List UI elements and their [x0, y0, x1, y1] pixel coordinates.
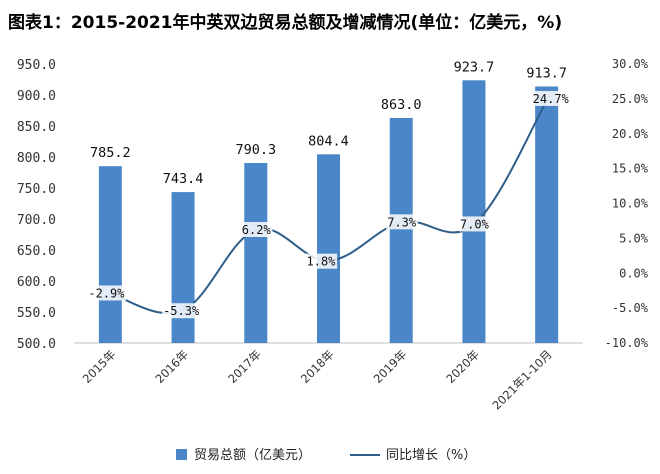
y-left-tick-label: 800.0: [17, 151, 56, 166]
growth-value-label: 24.7%: [533, 92, 570, 106]
bar-value-label: 790.3: [235, 142, 276, 158]
y-right-tick-label: 15.0%: [612, 162, 649, 176]
growth-value-label: 7.3%: [387, 215, 417, 229]
growth-value-label: -2.9%: [88, 286, 125, 300]
y-left-tick-label: 850.0: [17, 120, 56, 135]
trade-bar: [317, 154, 340, 343]
growth-value-label: 6.2%: [242, 223, 272, 237]
trade-bar: [98, 166, 122, 343]
legend: 贸易总额（亿美元） 同比增长（%）: [176, 448, 476, 463]
y-right-tick-label: 30.0%: [612, 57, 649, 71]
growth-label-bg: [240, 222, 273, 238]
legend-bar-label: 贸易总额（亿美元）: [194, 448, 311, 463]
y-right-tick-label: 25.0%: [612, 92, 649, 106]
x-tick-label: 2018年: [298, 347, 337, 386]
legend-line-label: 同比增长（%）: [386, 448, 476, 463]
bar-value-label: 863.0: [381, 97, 422, 113]
growth-label-bg: [386, 214, 418, 230]
y-right-tick-label: -5.0%: [612, 301, 649, 315]
bar-value-label: 923.7: [454, 59, 495, 75]
y-left-tick-label: 900.0: [17, 89, 56, 104]
trade-bar: [462, 80, 486, 343]
growth-label-bg: [458, 216, 491, 232]
y-right-tick-label: 5.0%: [619, 231, 649, 245]
trade-bar: [535, 86, 559, 344]
y-right-tick-label: 0.0%: [619, 266, 649, 280]
x-tick-label: 2021年1-10月: [489, 347, 554, 412]
y-right-tick-label: 20.0%: [612, 127, 649, 141]
trade-bar: [171, 192, 195, 343]
growth-value-label: 1.8%: [307, 255, 337, 269]
chart-title: 图表1：2015-2021年中英双边贸易总额及增减情况(单位：亿美元，%): [8, 13, 563, 33]
x-tick-label: 2017年: [225, 347, 264, 386]
legend-bar-swatch: [176, 449, 187, 460]
bar-value-label: 804.4: [308, 133, 349, 149]
growth-value-label: 7.0%: [460, 217, 490, 231]
y-left-tick-label: 650.0: [17, 244, 56, 259]
growth-label-bg: [162, 303, 202, 319]
bar-value-label: 913.7: [526, 66, 567, 82]
x-tick-label: 2020年: [443, 347, 482, 386]
growth-label-bg: [87, 285, 127, 301]
bar-value-label: 785.2: [90, 145, 131, 161]
trade-bar: [244, 163, 268, 343]
growth-label-bg: [305, 253, 338, 269]
trade-bar: [389, 117, 413, 343]
y-left-tick-label: 750.0: [17, 182, 56, 197]
y-right-tick-label: 10.0%: [612, 197, 649, 211]
y-left-tick-label: 550.0: [17, 306, 56, 321]
x-tick-label: 2015年: [80, 347, 119, 386]
bar-value-label: 743.4: [163, 171, 204, 187]
y-right-tick-label: -10.0%: [605, 336, 649, 350]
growth-label-bg: [531, 90, 571, 106]
x-tick-label: 2019年: [371, 347, 410, 386]
bars-layer: [98, 80, 559, 344]
y-left-tick-label: 700.0: [17, 213, 56, 228]
x-tick-label: 2016年: [152, 347, 191, 386]
growth-value-label: -5.3%: [163, 304, 200, 318]
y-left-tick-label: 600.0: [17, 275, 56, 290]
y-left-tick-label: 950.0: [17, 58, 56, 73]
y-left-tick-label: 500.0: [17, 337, 56, 352]
data-labels-layer: 785.2 743.4 790.3 804.4 863.0 923.7 913.7 -2.9%…: [87, 59, 571, 319]
